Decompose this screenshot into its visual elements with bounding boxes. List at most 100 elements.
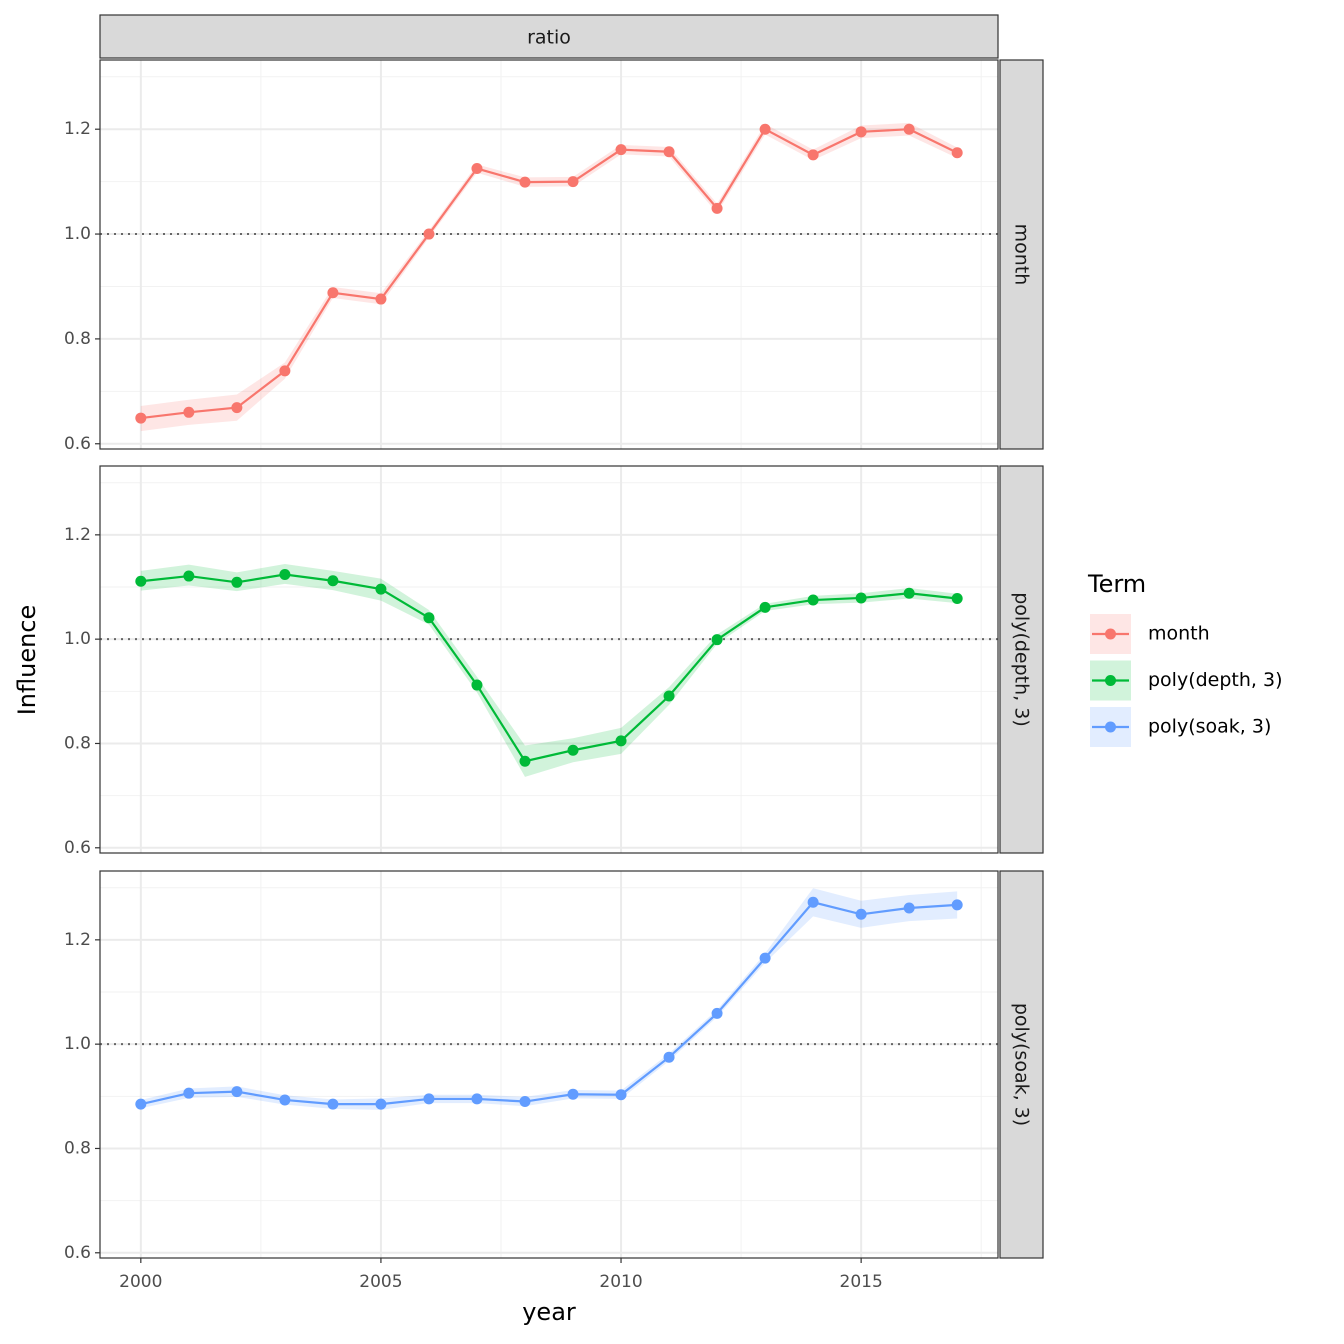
y-axis-title: Influence [13, 605, 41, 716]
y-tick-label: 1.2 [64, 930, 91, 950]
point [375, 583, 387, 595]
point [567, 176, 579, 188]
panel-border [99, 59, 999, 450]
legend-point [1105, 721, 1116, 733]
x-axis-title: year [522, 1298, 576, 1326]
legend-label: poly(soak, 3) [1148, 716, 1271, 738]
y-tick-label: 0.6 [64, 1243, 91, 1263]
column-strip-label: ratio [527, 27, 571, 49]
y-tick-label: 0.8 [64, 1138, 91, 1158]
point [759, 952, 771, 964]
point [903, 123, 915, 135]
point [519, 755, 531, 767]
point [663, 146, 675, 158]
point [855, 908, 867, 920]
legend-label: poly(depth, 3) [1148, 669, 1283, 691]
row-strip [999, 465, 1044, 854]
point [183, 1087, 195, 1099]
y-tick-label: 1.2 [64, 119, 91, 139]
line [140, 127, 958, 420]
point [903, 902, 915, 914]
y-tick-label: 0.6 [64, 434, 91, 454]
point [807, 896, 819, 908]
legend-point [1105, 675, 1116, 686]
y-tick-label: 1.0 [64, 224, 91, 244]
point [279, 365, 291, 377]
point [951, 147, 963, 159]
point [183, 570, 195, 582]
point [759, 123, 771, 135]
point [807, 594, 819, 606]
point [375, 1098, 387, 1110]
y-tick-label: 0.8 [64, 329, 91, 349]
x-tick-label: 2010 [599, 1272, 642, 1292]
point [135, 412, 147, 424]
point [327, 287, 339, 299]
point [567, 1088, 579, 1100]
point [519, 176, 531, 188]
point [471, 163, 483, 175]
y-tick-label: 0.8 [64, 733, 91, 753]
row-strip-label: month [1011, 224, 1033, 286]
row-strip-label: poly(soak, 3) [1011, 1003, 1033, 1126]
row-strip [999, 59, 1044, 450]
point [711, 1007, 723, 1019]
point [423, 1093, 435, 1105]
line [140, 573, 958, 763]
point [951, 592, 963, 604]
legend-label: month [1148, 623, 1210, 645]
column-strip [99, 14, 999, 59]
point [615, 144, 627, 156]
point [711, 202, 723, 214]
point [375, 293, 387, 305]
point [327, 575, 339, 587]
panel-border [99, 870, 999, 1259]
point [807, 149, 819, 161]
point [279, 1094, 291, 1106]
point [183, 406, 195, 418]
legend-point [1105, 628, 1116, 640]
point [519, 1096, 531, 1108]
point [855, 592, 867, 604]
y-tick-label: 1.0 [64, 629, 91, 649]
point [855, 126, 867, 138]
point [615, 735, 627, 747]
y-tick-label: 0.6 [64, 838, 91, 858]
x-tick-label: 2015 [840, 1272, 883, 1292]
point [135, 575, 147, 587]
legend-title: Term [1087, 570, 1146, 598]
panel-border [99, 465, 999, 854]
x-tick-label: 2005 [359, 1272, 402, 1292]
point [711, 634, 723, 646]
point [423, 612, 435, 624]
x-tick-label: 2000 [119, 1272, 162, 1292]
row-strip [999, 870, 1044, 1259]
point [663, 690, 675, 702]
panel [100, 871, 998, 1258]
y-tick-label: 1.0 [64, 1034, 91, 1054]
point [567, 744, 579, 756]
point [327, 1098, 339, 1110]
point [231, 1086, 243, 1098]
point [663, 1051, 675, 1063]
point [471, 679, 483, 691]
ribbon [140, 888, 958, 1110]
panel [100, 60, 998, 449]
point [135, 1098, 147, 1110]
point [951, 899, 963, 911]
ribbon [140, 564, 958, 777]
point [759, 601, 771, 613]
point [279, 568, 291, 580]
point [231, 402, 243, 414]
ribbon [140, 122, 958, 432]
point [903, 587, 915, 599]
point [615, 1089, 627, 1101]
point [471, 1093, 483, 1105]
point [423, 228, 435, 240]
y-tick-label: 1.2 [64, 525, 91, 545]
point [231, 576, 243, 588]
row-strip-label: poly(depth, 3) [1011, 592, 1033, 727]
line [140, 901, 958, 1106]
panel [100, 466, 998, 853]
